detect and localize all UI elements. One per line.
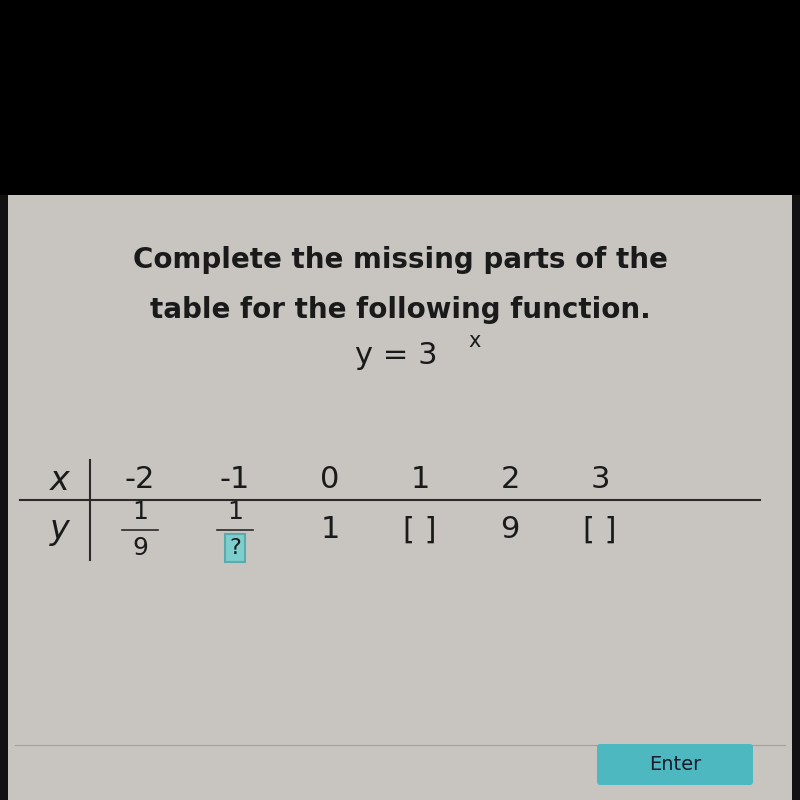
Text: 1: 1 [320, 515, 340, 545]
Text: 2: 2 [500, 466, 520, 494]
Text: Complete the missing parts of the: Complete the missing parts of the [133, 246, 667, 274]
Text: ?: ? [229, 538, 241, 558]
Text: -2: -2 [125, 466, 155, 494]
Text: x: x [50, 463, 70, 497]
Text: 9: 9 [132, 536, 148, 560]
Text: 3: 3 [590, 466, 610, 494]
Bar [0, 195, 800, 800]
Text: 1: 1 [132, 500, 148, 524]
Text: 1: 1 [227, 500, 243, 524]
Bar [792, 195, 800, 800]
Text: table for the following function.: table for the following function. [150, 296, 650, 324]
Text: 9: 9 [500, 515, 520, 545]
Text: x: x [468, 331, 480, 351]
Text: -1: -1 [220, 466, 250, 494]
Text: [ ]: [ ] [583, 515, 617, 545]
FancyBboxPatch shape [597, 744, 753, 785]
Text: y: y [50, 514, 70, 546]
Text: y = 3: y = 3 [355, 341, 438, 370]
Text: Enter: Enter [649, 755, 701, 774]
Text: 0: 0 [320, 466, 340, 494]
Text: [ ]: [ ] [403, 515, 437, 545]
Text: 1: 1 [410, 466, 430, 494]
Bar [0, 195, 8, 800]
